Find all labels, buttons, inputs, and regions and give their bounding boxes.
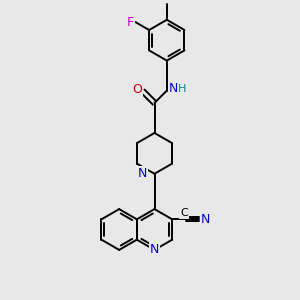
Text: F: F: [127, 16, 134, 29]
Text: N: N: [138, 167, 147, 180]
Text: N: N: [201, 213, 211, 226]
Text: N: N: [169, 82, 178, 95]
Text: C: C: [180, 208, 188, 218]
Text: H: H: [178, 84, 187, 94]
Text: N: N: [150, 243, 159, 256]
Text: O: O: [133, 83, 142, 96]
